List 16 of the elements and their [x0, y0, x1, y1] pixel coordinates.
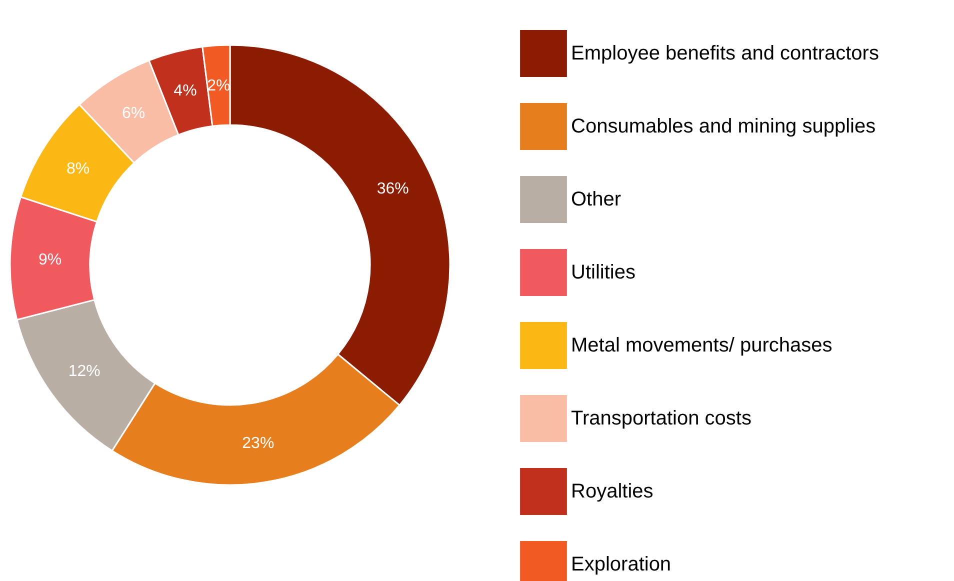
- data-label: 4%: [174, 82, 197, 100]
- legend-label: Other: [571, 188, 622, 210]
- legend-label: Consumables and mining supplies: [571, 116, 876, 138]
- data-label: 12%: [68, 362, 100, 380]
- data-label: 2%: [207, 77, 230, 94]
- data-label: 8%: [66, 160, 90, 178]
- legend-label: Exploration: [571, 554, 672, 576]
- data-label: 36%: [376, 180, 409, 198]
- legend-label: Utilities: [571, 262, 636, 284]
- legend-label: Royalties: [571, 480, 654, 502]
- legend-label: Transportation costs: [571, 408, 752, 430]
- data-label: 6%: [122, 105, 146, 122]
- data-label: 23%: [242, 434, 274, 452]
- legend-label: Metal movements/ purchases: [571, 334, 832, 356]
- legend-label: Employee benefits and contractors: [571, 42, 879, 64]
- data-label: 9%: [38, 251, 62, 268]
